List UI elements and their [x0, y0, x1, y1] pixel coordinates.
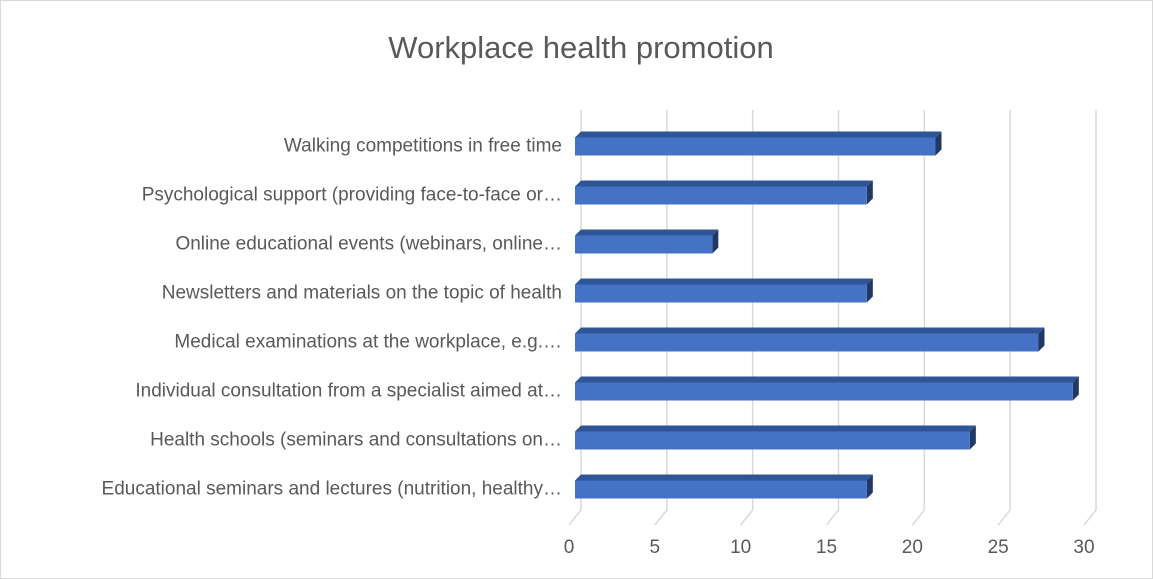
x-tick-label: 10	[730, 537, 751, 558]
bar-side	[969, 425, 976, 450]
x-tick-label: 20	[902, 537, 923, 558]
grid-floor	[568, 509, 582, 526]
x-tick-label: 30	[1073, 537, 1094, 558]
bar-side	[866, 278, 873, 303]
bar-top	[575, 229, 719, 236]
y-tick-label: Psychological support (providing face-to…	[142, 185, 562, 206]
bar-top	[575, 327, 1045, 334]
grid-floor	[740, 509, 754, 526]
bar-side	[1072, 376, 1079, 401]
bar	[575, 137, 936, 156]
bar-top	[575, 180, 873, 187]
bar-top	[575, 131, 942, 138]
bar-top	[575, 376, 1079, 383]
x-tick-label: 0	[564, 537, 575, 558]
y-tick-label: Educational seminars and lectures (nutri…	[102, 479, 562, 500]
x-tick-label: 5	[650, 537, 661, 558]
y-tick-label: Online educational events (webinars, onl…	[175, 234, 562, 255]
chart-title: Workplace health promotion	[388, 30, 773, 65]
grid-floor	[654, 509, 668, 526]
x-tick-label: 15	[816, 537, 837, 558]
y-tick-label: Health schools (seminars and consultatio…	[150, 430, 562, 451]
bar	[575, 235, 713, 254]
bar	[575, 186, 867, 205]
bar-top	[575, 278, 873, 285]
y-tick-label: Individual consultation from a specialis…	[135, 381, 562, 402]
y-tick-label: Medical examinations at the workplace, e…	[174, 332, 562, 353]
grid-floor	[997, 509, 1011, 526]
bar-top	[575, 474, 873, 481]
bar-side	[712, 229, 719, 254]
bar-side	[866, 180, 873, 205]
bar-side	[1038, 327, 1045, 352]
y-tick-label: Walking competitions in free time	[284, 136, 562, 157]
grid-floor	[1083, 509, 1097, 526]
bar-top	[575, 425, 976, 432]
x-tick-label: 25	[988, 537, 1009, 558]
bar-side	[935, 131, 942, 156]
y-tick-label: Newsletters and materials on the topic o…	[162, 283, 562, 304]
bar	[575, 333, 1039, 352]
bar	[575, 284, 867, 303]
bar-side	[866, 474, 873, 499]
bar	[575, 480, 867, 499]
bar	[575, 382, 1073, 401]
grid-floor	[825, 509, 840, 526]
grid-floor	[911, 509, 925, 526]
bar	[575, 431, 970, 450]
